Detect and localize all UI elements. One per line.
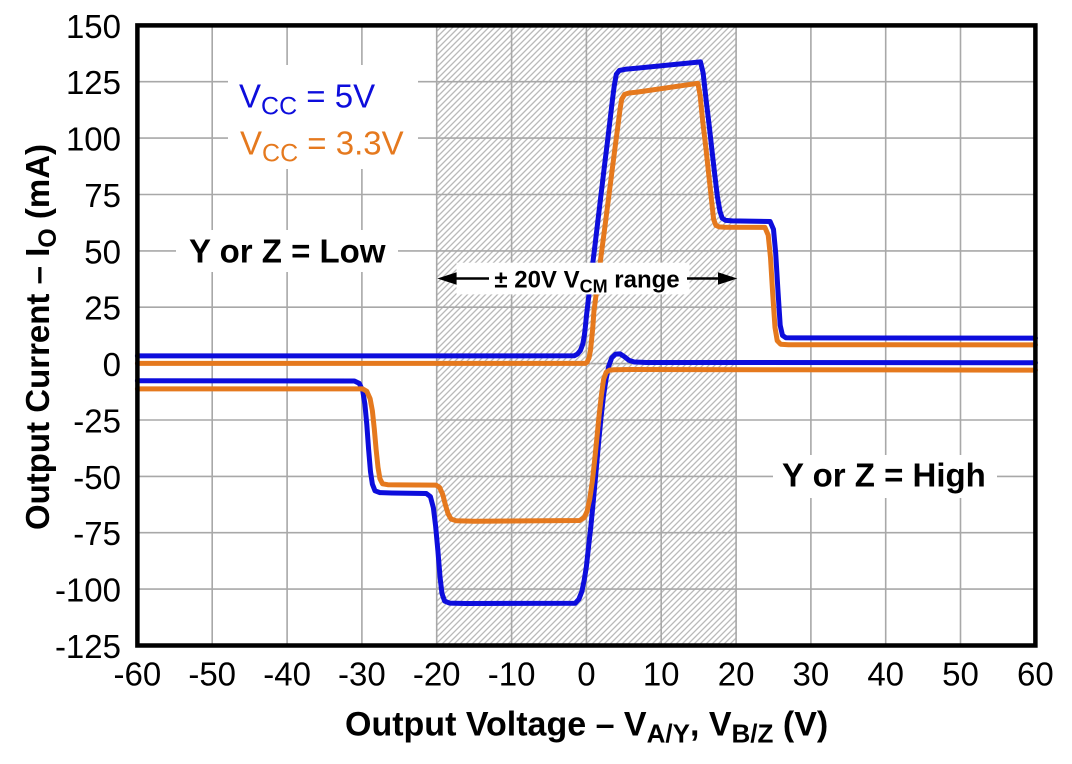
svg-text:30: 30 bbox=[793, 656, 830, 693]
svg-text:-125: -125 bbox=[55, 628, 121, 665]
svg-text:Output Voltage – VA/Y, VB/Z (V: Output Voltage – VA/Y, VB/Z (V) bbox=[345, 706, 828, 749]
svg-text:-50: -50 bbox=[188, 656, 236, 693]
svg-text:VCC = 5V: VCC = 5V bbox=[239, 77, 375, 120]
svg-text:20: 20 bbox=[718, 656, 755, 693]
svg-text:-40: -40 bbox=[263, 656, 311, 693]
svg-text:-10: -10 bbox=[488, 656, 536, 693]
svg-text:100: 100 bbox=[66, 121, 121, 158]
svg-text:-20: -20 bbox=[413, 656, 461, 693]
svg-text:-30: -30 bbox=[338, 656, 386, 693]
svg-text:± 20V VCM range: ± 20V VCM range bbox=[494, 267, 679, 297]
svg-text:-25: -25 bbox=[73, 403, 121, 440]
svg-text:50: 50 bbox=[942, 656, 979, 693]
svg-text:Output Current – IO (mA): Output Current – IO (mA) bbox=[19, 144, 62, 530]
svg-text:0: 0 bbox=[577, 656, 595, 693]
svg-text:25: 25 bbox=[84, 290, 121, 327]
svg-text:10: 10 bbox=[643, 656, 680, 693]
svg-text:50: 50 bbox=[84, 233, 121, 270]
svg-text:75: 75 bbox=[84, 177, 121, 214]
svg-text:-60: -60 bbox=[114, 656, 162, 693]
svg-text:-50: -50 bbox=[73, 459, 121, 496]
svg-text:60: 60 bbox=[1017, 656, 1054, 693]
svg-text:-75: -75 bbox=[73, 515, 121, 552]
svg-text:Y or Z = Low: Y or Z = Low bbox=[189, 233, 386, 270]
svg-text:125: 125 bbox=[66, 64, 121, 101]
svg-text:0: 0 bbox=[103, 346, 121, 383]
svg-text:150: 150 bbox=[66, 8, 121, 45]
svg-text:40: 40 bbox=[867, 656, 904, 693]
svg-text:Y or Z = High: Y or Z = High bbox=[782, 456, 986, 493]
svg-text:-100: -100 bbox=[55, 572, 121, 609]
